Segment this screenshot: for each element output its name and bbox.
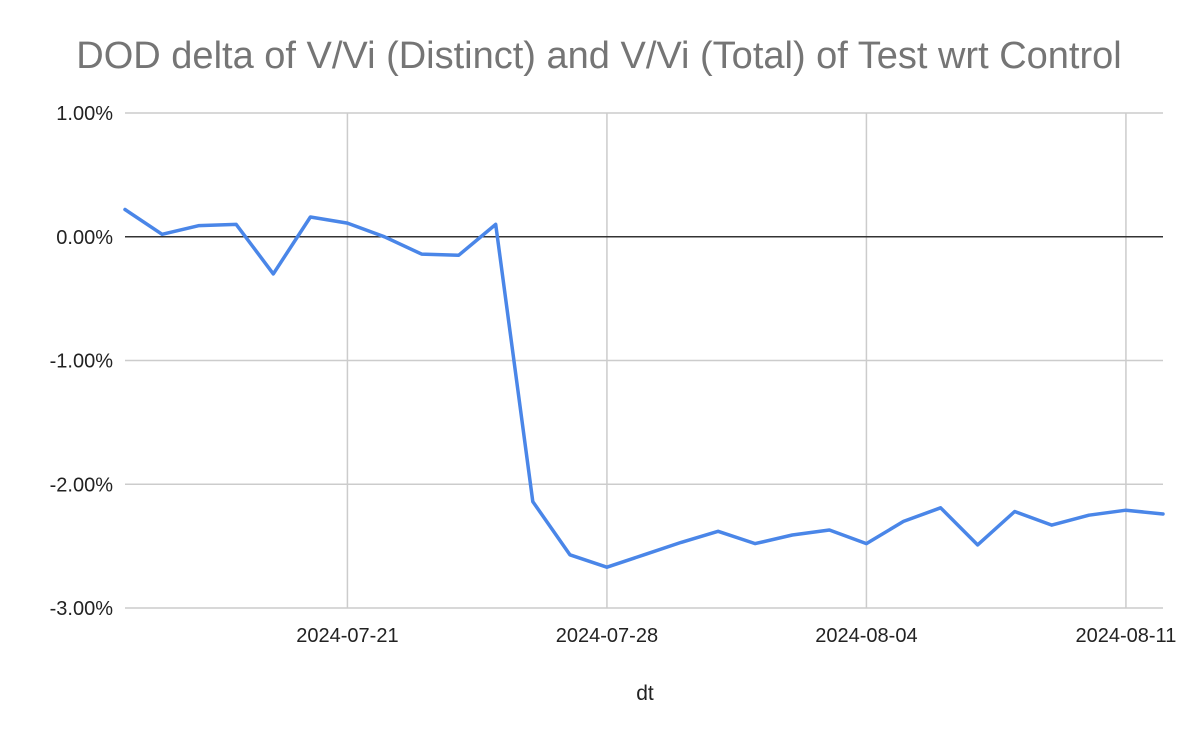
- x-tick-label: 2024-08-11: [1076, 625, 1177, 647]
- y-tick-label: 0.00%: [56, 227, 113, 249]
- y-tick-labels: 1.00% 0.00% -1.00% -2.00% -3.00%: [50, 103, 114, 620]
- x-tick-label: 2024-08-04: [815, 625, 917, 647]
- y-tick-label: -3.00%: [50, 598, 114, 620]
- x-gridlines: [346, 113, 1127, 608]
- series-line: [123, 207, 1165, 569]
- y-tick-label: -1.00%: [50, 351, 114, 373]
- y-gridlines: [125, 112, 1163, 609]
- x-tick-label: 2024-07-28: [556, 625, 658, 647]
- y-tick-label: 1.00%: [56, 103, 113, 125]
- y-tick-label: -2.00%: [50, 474, 114, 496]
- x-tick-labels: 2024-07-21 2024-07-28 2024-08-04 2024-08-11: [296, 625, 1176, 647]
- series-layer: [123, 207, 1165, 569]
- chart-title: DOD delta of V/Vi (Distinct) and V/Vi (T…: [76, 35, 1121, 77]
- x-tick-label: 2024-07-21: [296, 625, 398, 647]
- x-axis-label: dt: [636, 682, 654, 705]
